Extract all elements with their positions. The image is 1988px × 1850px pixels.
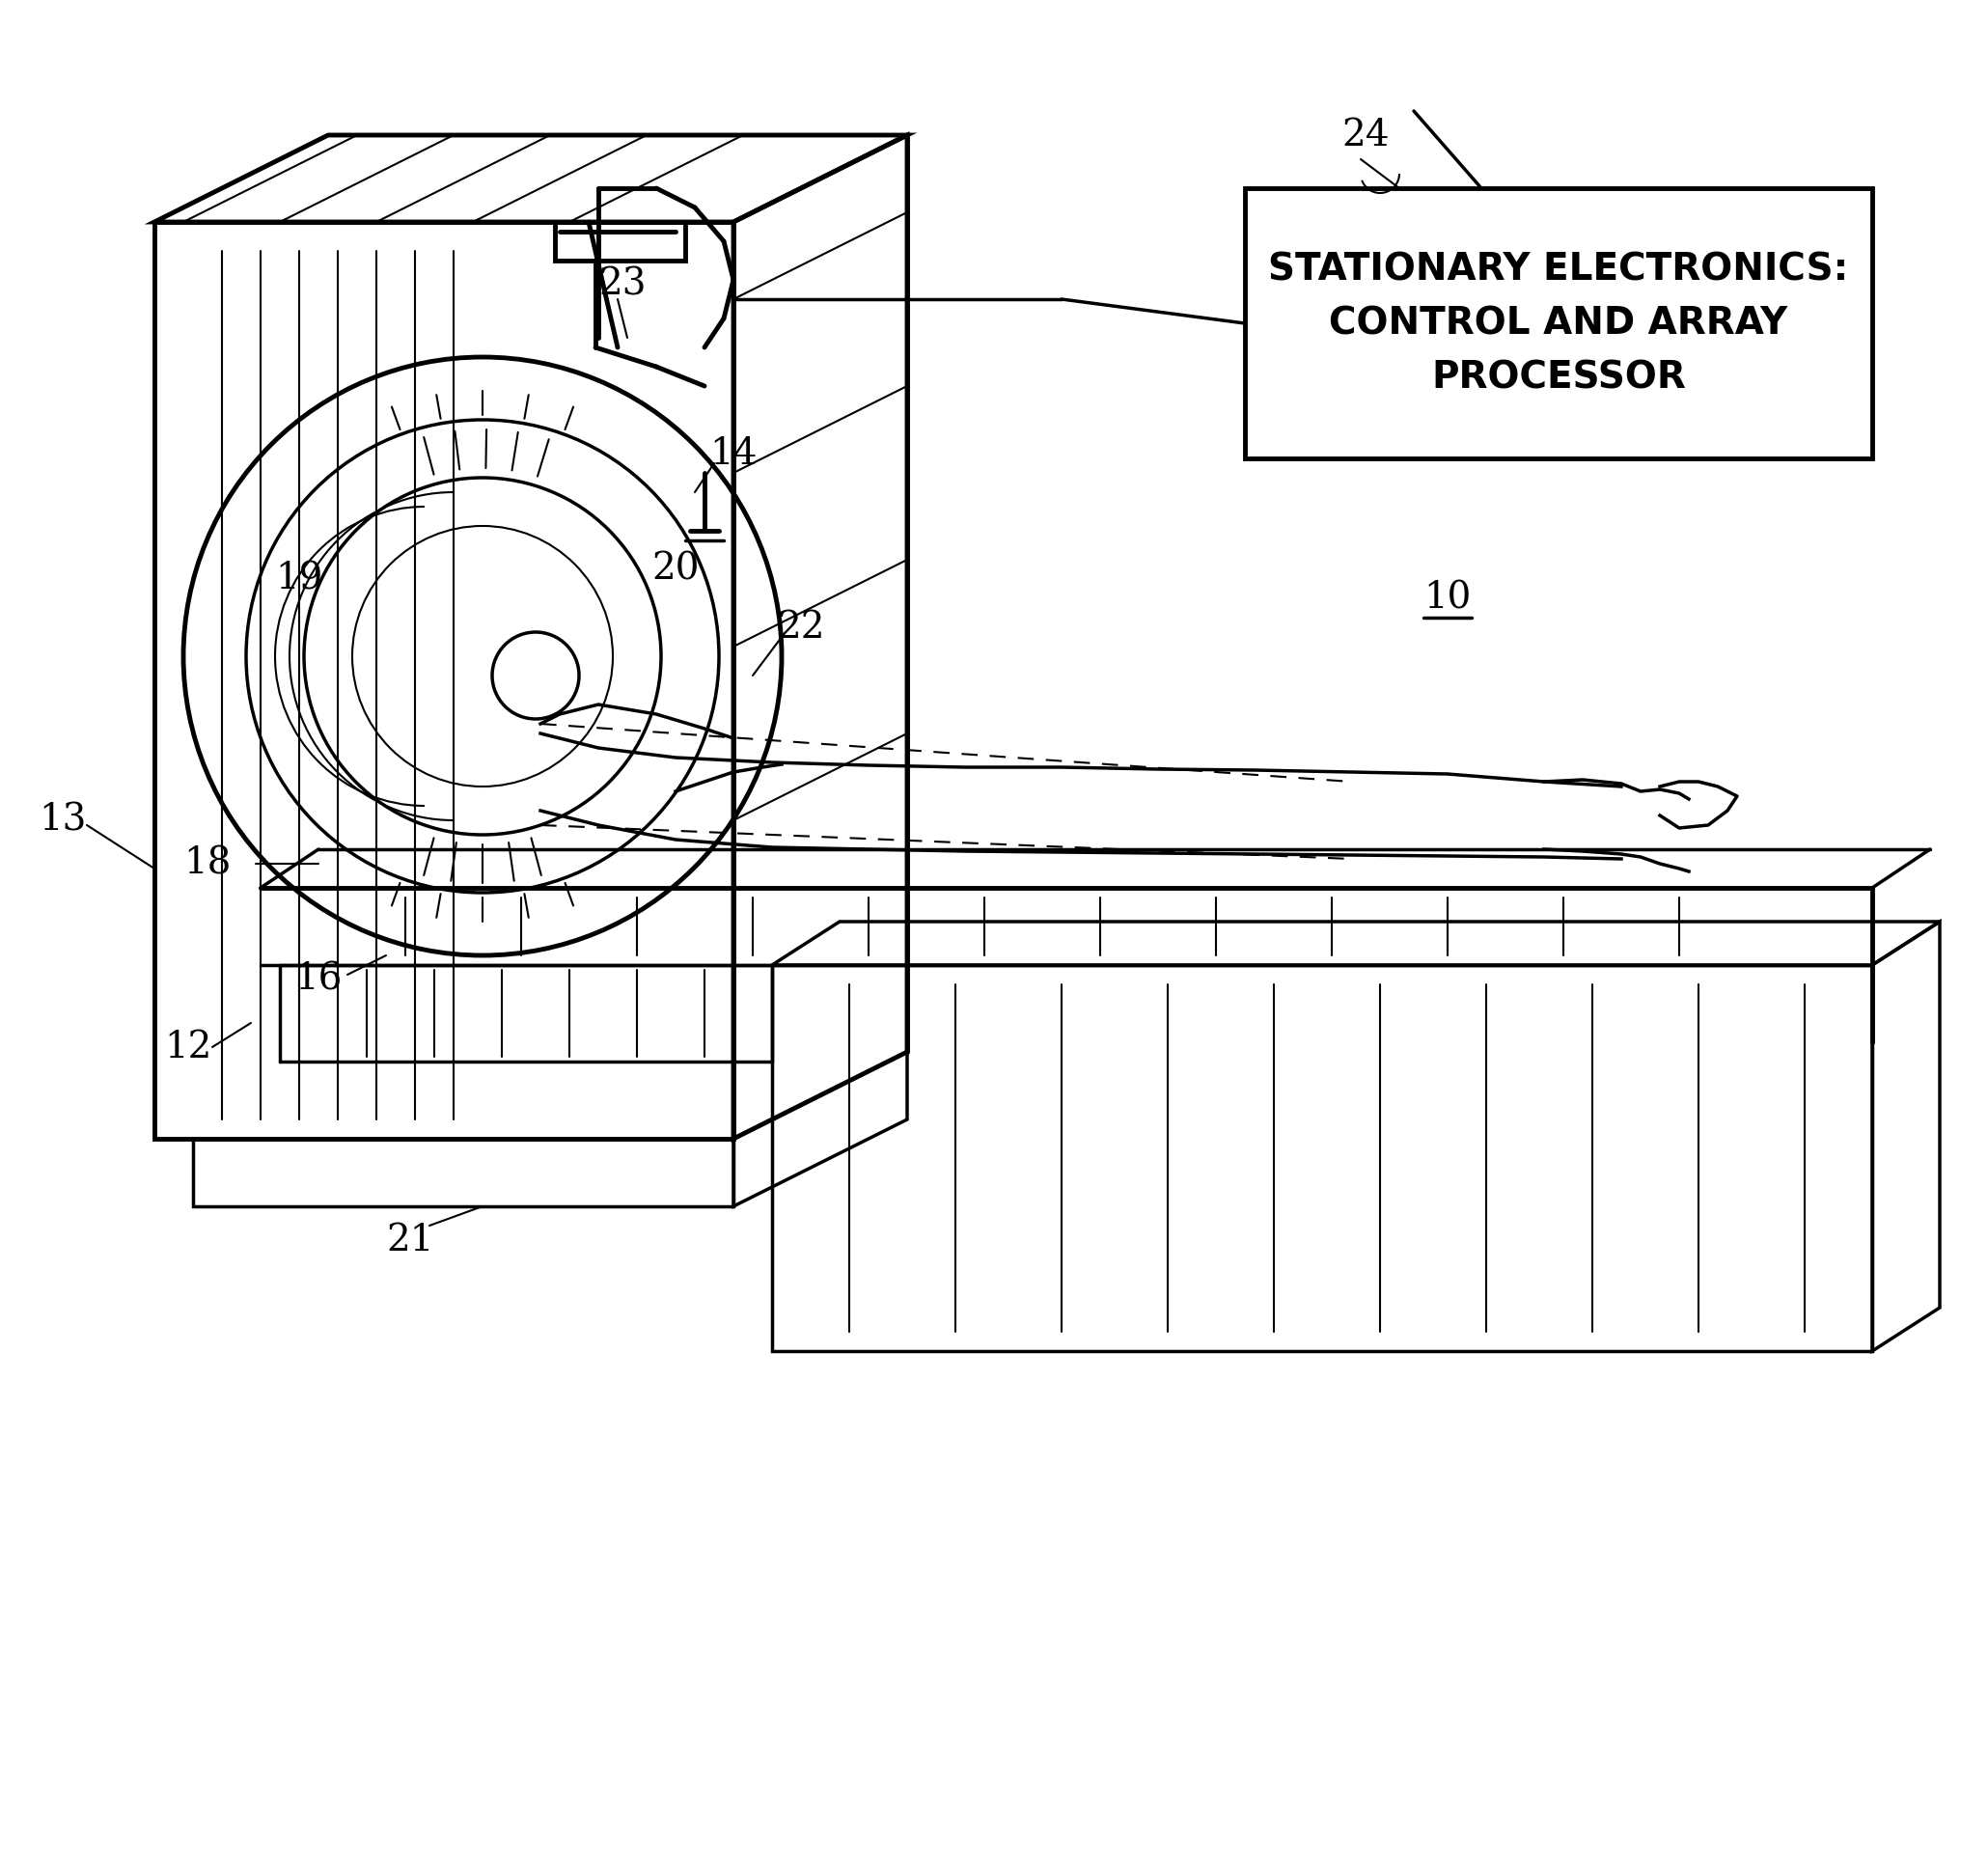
Text: 16: 16 <box>294 962 342 997</box>
Text: 18: 18 <box>183 845 231 882</box>
Text: 22: 22 <box>777 609 825 646</box>
Text: 21: 21 <box>386 1223 433 1258</box>
Text: 10: 10 <box>1423 581 1471 616</box>
Text: 19: 19 <box>276 561 322 598</box>
Text: 24: 24 <box>1342 117 1390 154</box>
Text: 12: 12 <box>165 1029 213 1066</box>
Text: 23: 23 <box>598 266 646 303</box>
Text: 13: 13 <box>40 803 87 838</box>
Text: STATIONARY ELECTRONICS:
CONTROL AND ARRAY
PROCESSOR: STATIONARY ELECTRONICS: CONTROL AND ARRA… <box>1268 252 1849 396</box>
Text: 20: 20 <box>652 551 700 586</box>
Text: 14: 14 <box>710 437 757 472</box>
